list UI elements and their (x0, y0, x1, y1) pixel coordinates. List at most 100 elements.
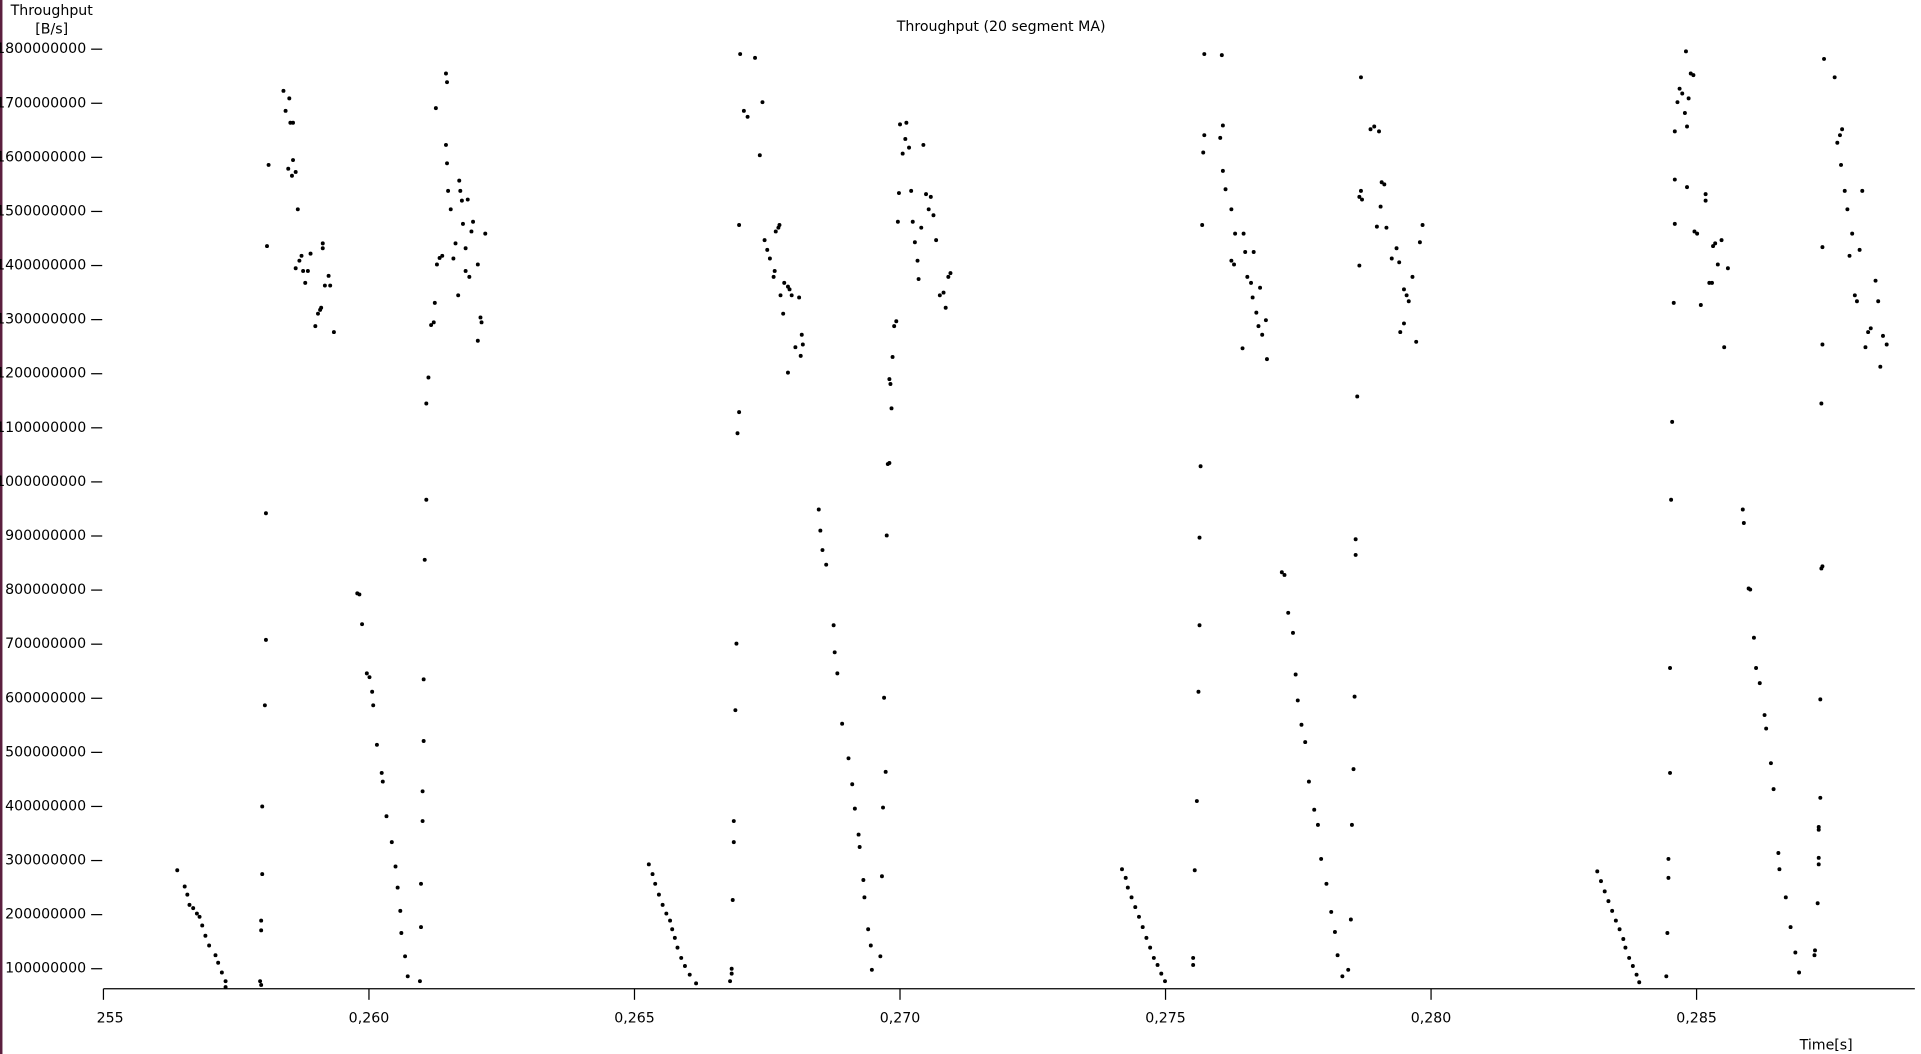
point (446, 188, 451, 193)
point (1692, 229, 1697, 234)
point (1691, 73, 1696, 78)
point (861, 878, 866, 882)
point (883, 769, 888, 774)
point (1197, 623, 1202, 628)
point (1319, 856, 1324, 861)
point (191, 906, 196, 911)
point (1757, 681, 1762, 686)
point (1384, 225, 1389, 230)
point (943, 305, 948, 310)
point (1672, 129, 1677, 134)
point (1144, 935, 1149, 940)
point (1748, 587, 1753, 592)
point (259, 928, 264, 933)
point (650, 872, 655, 877)
point (1249, 280, 1254, 285)
point (1368, 127, 1373, 132)
point (395, 885, 400, 890)
point (1378, 204, 1383, 209)
point (1884, 342, 1889, 347)
point (467, 274, 472, 279)
point (924, 192, 929, 197)
point (887, 461, 892, 465)
point (456, 293, 461, 298)
point (1358, 75, 1363, 80)
point (1606, 899, 1611, 904)
point (308, 251, 313, 256)
point (445, 80, 449, 85)
point (1835, 140, 1840, 145)
y-tick-label: 700000000 (5, 636, 86, 652)
point (437, 255, 442, 260)
point (1417, 240, 1422, 245)
point (1847, 253, 1852, 258)
point (1839, 162, 1843, 167)
point (1353, 552, 1358, 557)
point (475, 262, 480, 267)
point (881, 805, 885, 810)
point (1711, 244, 1716, 249)
point (326, 273, 331, 278)
point (469, 229, 474, 234)
point (907, 145, 912, 150)
point (1777, 867, 1782, 872)
point (1820, 245, 1825, 250)
point (1816, 855, 1821, 860)
point (1414, 339, 1419, 344)
point (1140, 925, 1145, 930)
point (460, 221, 465, 226)
point (896, 191, 901, 196)
point (753, 55, 758, 60)
point (1223, 187, 1228, 192)
point (1783, 895, 1788, 900)
point (265, 244, 269, 249)
point (1671, 300, 1676, 305)
point (1306, 779, 1311, 784)
point (1335, 953, 1340, 958)
point (882, 695, 887, 700)
point (259, 982, 264, 987)
point (866, 927, 871, 932)
point (1198, 464, 1203, 469)
point (424, 401, 429, 406)
point (1868, 326, 1873, 331)
point (1129, 895, 1134, 900)
point (1120, 867, 1124, 872)
point (737, 410, 742, 415)
point (887, 377, 892, 382)
point (431, 320, 436, 325)
point (1725, 266, 1730, 271)
point (1812, 953, 1817, 958)
point (835, 671, 840, 676)
y-tick-label: 500000000 (5, 744, 86, 760)
point (371, 703, 376, 708)
point (1340, 974, 1345, 979)
point (797, 295, 802, 300)
point (1740, 507, 1745, 512)
x-tick-label: 0,260 (349, 1010, 390, 1026)
point (299, 253, 304, 258)
point (316, 311, 320, 316)
point (904, 120, 909, 125)
point (852, 806, 857, 811)
point (1348, 917, 1353, 922)
point (1398, 330, 1403, 335)
point (1703, 198, 1708, 203)
point (941, 290, 946, 295)
point (738, 52, 743, 57)
x-tick-label: 0,265 (614, 1010, 655, 1026)
point (778, 293, 783, 298)
point (1876, 299, 1881, 304)
point (1402, 287, 1406, 292)
point (846, 756, 851, 761)
point (687, 972, 692, 977)
point (777, 223, 782, 227)
point (1623, 945, 1628, 950)
point (367, 675, 372, 680)
y-tick-label: 100000000 (5, 961, 86, 977)
point (1125, 885, 1130, 890)
point (1873, 278, 1878, 283)
point (1191, 962, 1196, 967)
point (1233, 231, 1238, 236)
